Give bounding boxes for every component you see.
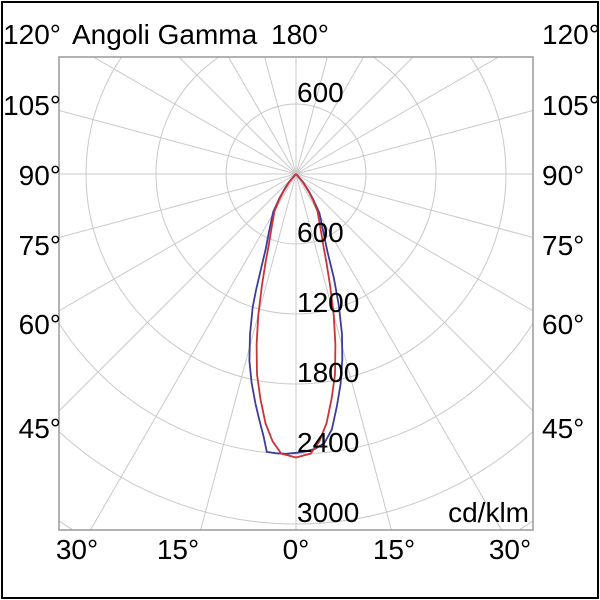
unit-label: cd/klm	[448, 497, 529, 528]
plot-border	[58, 56, 534, 531]
gamma-label-bottom-15r: 15°	[372, 534, 416, 565]
gamma-label-bottom-0: 0°	[282, 534, 310, 565]
ring-label-3000: 3000	[297, 497, 360, 528]
gamma-label-right-90: 90°	[542, 160, 585, 191]
gamma-label-right-45: 45°	[542, 413, 585, 444]
ring-label-1800: 1800	[297, 357, 360, 388]
gamma-label-right-75: 75°	[542, 230, 585, 261]
chart-title: Angoli Gamma	[72, 19, 258, 50]
ring-label-600: 600	[297, 217, 344, 248]
gamma-label-bottom-30l: 30°	[55, 534, 99, 565]
gamma-label-left-90: 90°	[18, 160, 61, 191]
photometric-curve-red	[255, 173, 337, 459]
gamma-label-left-60: 60°	[18, 309, 61, 340]
gamma-label-top-left: 120°	[3, 19, 61, 50]
gamma-label-right-60: 60°	[542, 309, 585, 340]
gamma-label-bottom-30r: 30°	[488, 534, 532, 565]
gamma-label-top-right: 120°	[542, 19, 600, 50]
ring-label-1200: 1200	[297, 287, 360, 318]
gamma-label-180: 180°	[271, 19, 329, 50]
ring-label-2400: 2400	[297, 427, 360, 458]
gamma-label-left-45: 45°	[18, 413, 61, 444]
gamma-label-right-105: 105°	[542, 90, 600, 121]
ring-label-600-top: 600	[297, 77, 344, 108]
photometric-curve-blue	[248, 173, 344, 455]
gamma-label-bottom-15l: 15°	[156, 534, 200, 565]
gamma-label-left-75: 75°	[18, 230, 61, 261]
gamma-label-left-105: 105°	[3, 90, 61, 121]
